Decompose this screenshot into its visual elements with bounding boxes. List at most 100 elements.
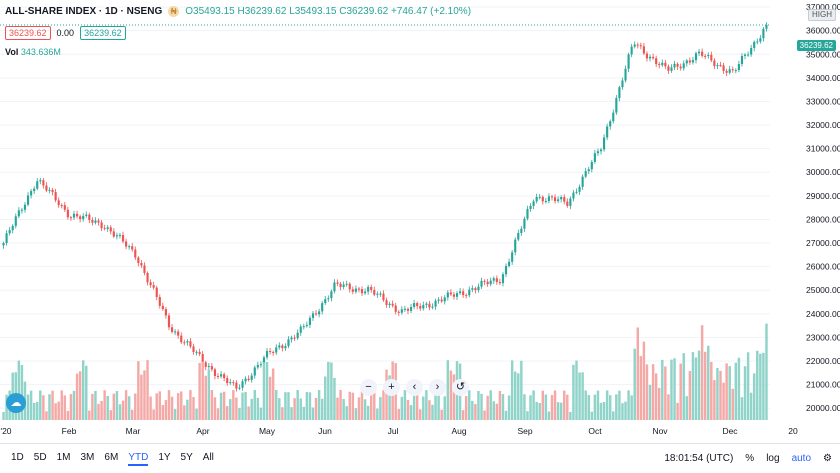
volume-bar (513, 371, 517, 420)
candle-body (388, 303, 391, 305)
candle-body (54, 192, 57, 201)
price-chart[interactable]: 37000.00 36000.00 35000.00 34000.00 33000.00… (0, 0, 840, 443)
volume-bar (740, 397, 744, 420)
volume-bar (489, 390, 492, 420)
candle-body (449, 292, 452, 295)
volume-bar (464, 396, 468, 420)
candle-body (658, 64, 661, 66)
candle-body (725, 70, 728, 73)
candle-body (762, 28, 765, 39)
volume-bar (170, 396, 174, 420)
scroll-right-button[interactable]: › (429, 379, 446, 396)
candle-body (713, 60, 716, 67)
candle-body (311, 313, 315, 318)
volume-bar (42, 395, 45, 420)
candle-body (618, 87, 621, 99)
volume-bar (471, 400, 474, 420)
candle-body (458, 291, 462, 294)
time-tick-label: '20 (0, 426, 11, 436)
candle-body (265, 350, 269, 358)
candle-body (471, 288, 474, 290)
candle-body (517, 232, 520, 240)
symbol-title[interactable]: ALL-SHARE INDEX · 1D · NSENG (5, 6, 163, 17)
volume-bar (213, 397, 217, 420)
volume-bar (204, 375, 207, 420)
candle-body (667, 66, 670, 71)
reset-chart-button[interactable]: ↺ (452, 379, 469, 396)
volume-bar (648, 384, 652, 420)
candle-body (336, 282, 339, 284)
candle-body (370, 287, 373, 290)
currency-badge-icon: ₦ (168, 6, 180, 17)
percent-toggle[interactable]: % (745, 453, 755, 464)
candle-body (498, 282, 501, 284)
candle-body (379, 293, 382, 295)
volume-bar (415, 393, 419, 420)
volume-label: Vol (5, 47, 19, 57)
auto-toggle[interactable]: auto (791, 453, 812, 464)
price-tick-label: 32000.00 (806, 120, 840, 130)
candle-body (428, 303, 431, 308)
volume-bar (94, 390, 97, 420)
volume-bar (354, 408, 358, 420)
range-all[interactable]: All (202, 451, 214, 463)
candle-body (535, 196, 538, 202)
price-tick-label: 29000.00 (806, 191, 840, 201)
ohlc-values: O35493.15 H36239.62 L35493.15 C36239.62 … (185, 6, 472, 17)
candle-body (578, 186, 581, 192)
range-5y[interactable]: 5Y (180, 451, 193, 463)
volume-bar (219, 392, 223, 420)
volume-bar (348, 391, 351, 420)
volume-bar (605, 390, 609, 420)
candle-body (232, 382, 235, 384)
candle-body (483, 280, 486, 282)
volume-bar (327, 361, 330, 420)
volume-bar (685, 396, 689, 420)
candle-body (737, 64, 740, 71)
volume-bar (155, 393, 158, 420)
candle-body (167, 315, 171, 328)
range-5d[interactable]: 5D (33, 451, 47, 463)
volume-bar (81, 360, 85, 420)
range-6m[interactable]: 6M (104, 451, 119, 463)
ask-box[interactable]: 36239.62 (80, 26, 126, 40)
volume-bar (412, 391, 416, 420)
candle-body (615, 98, 618, 113)
candle-body (599, 149, 603, 152)
candle-body (636, 44, 639, 46)
range-1d[interactable]: 1D (11, 451, 24, 463)
range-ytd[interactable]: YTD (128, 452, 149, 466)
candle-body (765, 25, 768, 29)
volume-bar (446, 360, 450, 420)
volume-bar (109, 410, 112, 420)
volume-bar (691, 352, 695, 420)
volume-bar (553, 390, 557, 420)
volume-bar (667, 394, 670, 420)
range-1y[interactable]: 1Y (158, 451, 171, 463)
volume-bar (612, 411, 615, 420)
volume-bar (510, 360, 514, 420)
price-tick-label: 37000.00 (806, 2, 840, 12)
cloud-icon[interactable]: ☁ (6, 393, 26, 413)
candle-body (630, 46, 633, 55)
candle-body (195, 351, 198, 353)
scroll-left-button[interactable]: ‹ (406, 379, 423, 396)
range-1m[interactable]: 1M (56, 451, 71, 463)
candle-body (272, 351, 275, 353)
candle-body (704, 55, 707, 57)
last-price-tag: 36239.62 (796, 40, 836, 51)
volume-bar (20, 364, 24, 420)
bid-box[interactable]: 36239.62 (5, 26, 51, 40)
range-3m[interactable]: 3M (80, 451, 95, 463)
log-toggle[interactable]: log (766, 453, 780, 464)
volume-bar (265, 362, 269, 420)
volume-bar (345, 406, 348, 420)
zoom-out-button[interactable]: − (360, 379, 377, 396)
zoom-in-button[interactable]: + (383, 379, 400, 396)
volume-bar (232, 390, 235, 420)
volume-bar (207, 369, 211, 420)
candle-body (253, 367, 256, 376)
volume-bar (146, 360, 149, 420)
settings-gear-icon[interactable]: ⚙ (823, 453, 832, 464)
